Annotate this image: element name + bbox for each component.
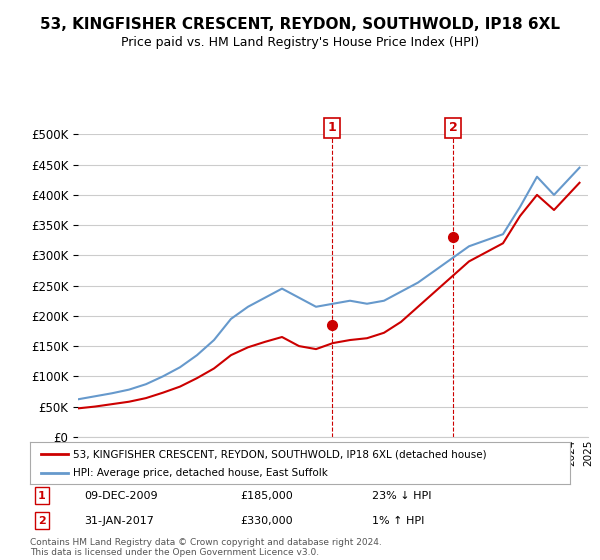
Text: 1: 1 xyxy=(38,491,46,501)
Text: 1: 1 xyxy=(327,122,336,134)
Text: 53, KINGFISHER CRESCENT, REYDON, SOUTHWOLD, IP18 6XL (detached house): 53, KINGFISHER CRESCENT, REYDON, SOUTHWO… xyxy=(73,449,487,459)
Text: 1% ↑ HPI: 1% ↑ HPI xyxy=(372,516,424,526)
Text: Price paid vs. HM Land Registry's House Price Index (HPI): Price paid vs. HM Land Registry's House … xyxy=(121,36,479,49)
Text: HPI: Average price, detached house, East Suffolk: HPI: Average price, detached house, East… xyxy=(73,468,328,478)
Text: 09-DEC-2009: 09-DEC-2009 xyxy=(84,491,158,501)
Text: 23% ↓ HPI: 23% ↓ HPI xyxy=(372,491,431,501)
Text: Contains HM Land Registry data © Crown copyright and database right 2024.
This d: Contains HM Land Registry data © Crown c… xyxy=(30,538,382,557)
Text: 2: 2 xyxy=(38,516,46,526)
Text: 31-JAN-2017: 31-JAN-2017 xyxy=(84,516,154,526)
Text: 53, KINGFISHER CRESCENT, REYDON, SOUTHWOLD, IP18 6XL: 53, KINGFISHER CRESCENT, REYDON, SOUTHWO… xyxy=(40,17,560,32)
Text: £330,000: £330,000 xyxy=(240,516,293,526)
Text: £185,000: £185,000 xyxy=(240,491,293,501)
Text: 2: 2 xyxy=(449,122,458,134)
